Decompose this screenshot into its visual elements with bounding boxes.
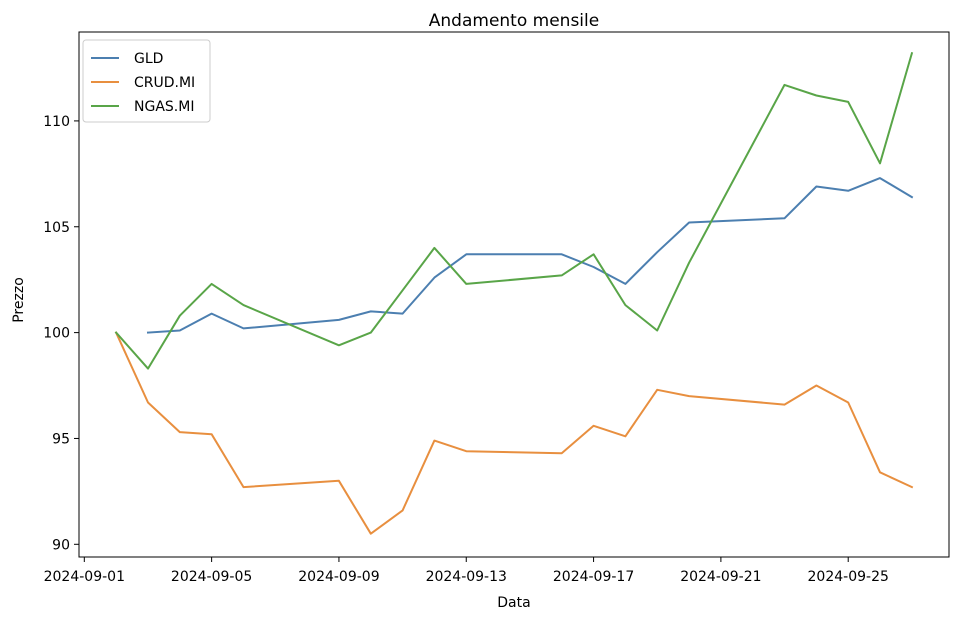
plot-area (78, 31, 950, 558)
x-tick-label: 2024-09-01 (44, 569, 125, 585)
legend-box (82, 39, 211, 123)
y-tick-label: 90 (52, 537, 70, 553)
series-line-ngas-mi (114, 51, 914, 370)
legend-label: NGAS.MI (134, 99, 194, 115)
x-tick-label: 2024-09-05 (171, 569, 252, 585)
chart-title: Andamento mensile (429, 11, 599, 31)
series-line-gld (146, 177, 914, 334)
x-tick-label: 2024-09-21 (680, 569, 761, 585)
legend-label: CRUD.MI (134, 75, 195, 91)
series-lines (114, 51, 914, 535)
series-line-crud-mi (114, 331, 914, 535)
x-tick-label: 2024-09-25 (808, 569, 889, 585)
y-tick-label: 105 (43, 220, 70, 236)
x-axis: 2024-09-01 2024-09-05 2024-09-09 2024-09-13… (44, 557, 889, 585)
x-tick-label: 2024-09-09 (298, 569, 379, 585)
y-axis-label: Prezzo (11, 277, 27, 323)
y-tick-label: 100 (43, 326, 70, 342)
y-tick-label: 110 (43, 114, 70, 130)
x-tick-label: 2024-09-17 (553, 569, 634, 585)
y-tick-label: 95 (52, 431, 70, 447)
x-tick-label: 2024-09-13 (426, 569, 507, 585)
legend-label: GLD (134, 51, 163, 67)
x-axis-label: Data (497, 595, 530, 611)
legend: GLD CRUD.MI NGAS.MI (82, 39, 211, 123)
y-axis: 90 95 100 105 110 (43, 114, 79, 553)
